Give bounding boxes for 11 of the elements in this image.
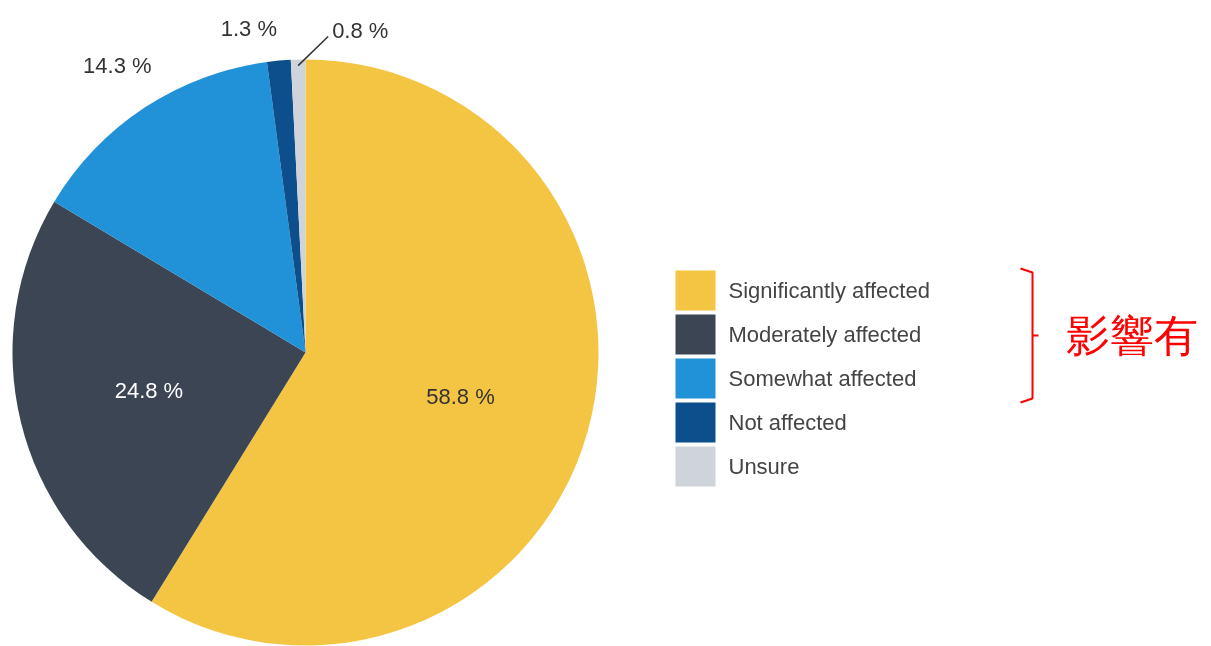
data-label: 24.8 %	[114, 378, 184, 404]
legend-label: Significantly affected	[728, 278, 930, 303]
text: 影響有	[1065, 310, 1198, 361]
data-label: 58.8 %	[426, 383, 495, 409]
legend-label: Not affected	[728, 410, 847, 435]
data-label: 14.3 %	[83, 53, 152, 79]
data-label: 0.8 %	[332, 18, 389, 43]
data-label: 1.3 %	[220, 16, 277, 41]
legend-label: Moderately affected	[728, 322, 922, 347]
legend-label: Somewhat affected	[728, 366, 917, 391]
legend-label: Unsure	[728, 454, 800, 479]
